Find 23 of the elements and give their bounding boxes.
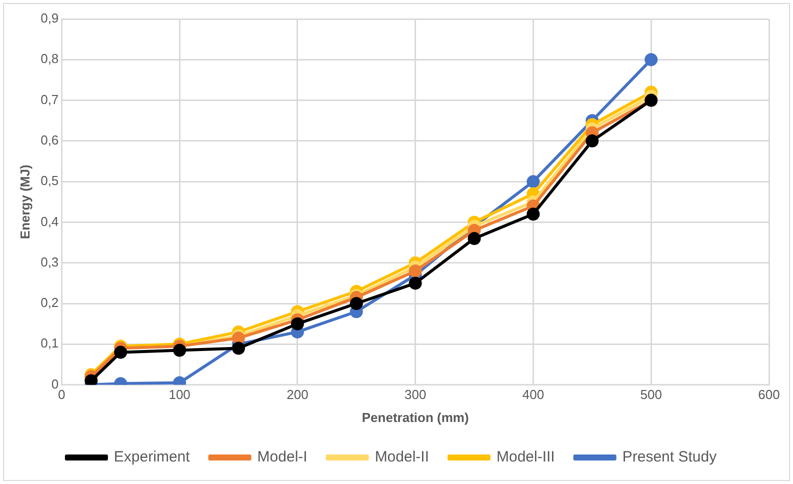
y-tick-label: 0,5 (40, 173, 59, 188)
legend-label: Model-III (496, 448, 555, 466)
legend-label: Model-II (374, 448, 429, 466)
x-tick-label: 300 (404, 387, 426, 402)
y-tick-label: 0,8 (40, 51, 59, 66)
y-tick-label: 0,6 (40, 132, 59, 148)
x-tick-label: 600 (758, 387, 780, 402)
x-tick-label: 400 (522, 387, 544, 402)
x-axis-title: Penetration (mm) (362, 410, 469, 425)
x-tick-label: 100 (168, 387, 190, 402)
legend-label: Present Study (622, 448, 718, 466)
legend-label: Experiment (114, 448, 191, 466)
y-tick-label: 0,9 (40, 10, 59, 26)
y-tick-label: 0,1 (40, 336, 59, 351)
y-tick-label: 0,7 (40, 92, 59, 107)
y-tick-label: 0,2 (40, 295, 59, 310)
legend-label: Model-I (257, 448, 308, 466)
y-tick-label: 0,4 (40, 214, 59, 229)
y-axis-title: Energy (MJ) (17, 164, 32, 240)
x-tick-label: 200 (286, 387, 308, 402)
y-tick-label: 0 (51, 376, 59, 392)
y-tick-label: 0,3 (40, 254, 59, 270)
x-tick-label: 500 (640, 387, 662, 402)
